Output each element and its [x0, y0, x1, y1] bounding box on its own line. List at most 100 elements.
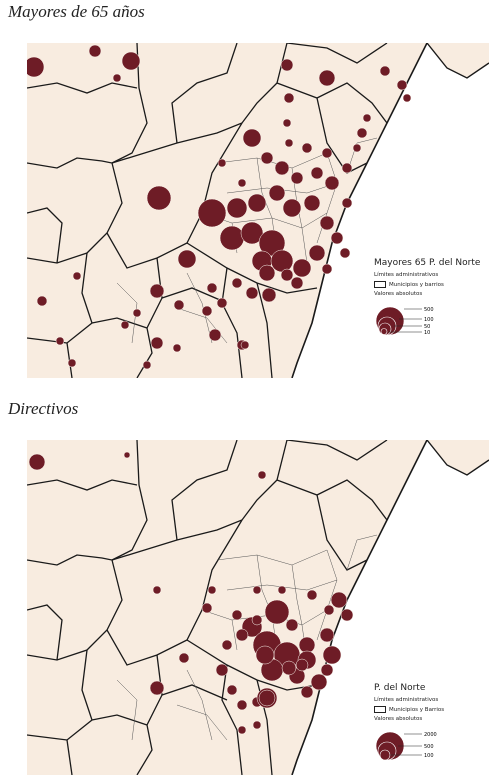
- map-bubble: [215, 663, 229, 677]
- map-svg-directivos: [27, 440, 489, 775]
- legend-title: Mayores 65 P. del Norte: [374, 258, 481, 268]
- legend-boundary-swatch: [374, 281, 386, 288]
- bubble-layer-mayores: [27, 44, 412, 370]
- map-bubble: [258, 689, 276, 707]
- map-bubble: [280, 268, 294, 282]
- map-bubble: [352, 143, 362, 153]
- map-bubble: [268, 184, 286, 202]
- map-bubble: [142, 360, 152, 370]
- map-bubble: [341, 197, 353, 209]
- map-bubble: [303, 194, 321, 212]
- map-bubble: [308, 244, 326, 262]
- coastline: [291, 43, 428, 378]
- map-bubble: [283, 92, 295, 104]
- map-bubble: [258, 264, 276, 282]
- map-bubble: [28, 453, 46, 471]
- map-bubble: [237, 725, 247, 735]
- legend-value-500: 500: [424, 744, 434, 750]
- map-bubble: [226, 684, 238, 696]
- map-bubble: [281, 660, 297, 676]
- map-bubble: [149, 283, 165, 299]
- legend-boundary-row: Municipios y barrios: [374, 281, 480, 288]
- map-bubble: [282, 118, 292, 128]
- map-bubble: [260, 151, 274, 165]
- coastline-ne: [426, 43, 489, 79]
- land-area-ne: [427, 440, 489, 475]
- map-bubble: [197, 198, 227, 228]
- land-area: [27, 440, 427, 775]
- map-bubble: [270, 249, 294, 273]
- map-bubble: [290, 171, 304, 185]
- map-bubble: [237, 178, 247, 188]
- map-bubble: [216, 297, 228, 309]
- map-bubble: [236, 699, 248, 711]
- legend-value-500: 500: [424, 307, 434, 313]
- map-bubble: [277, 585, 287, 595]
- legend-title: P. del Norte: [374, 683, 426, 693]
- map-bubble: [235, 628, 249, 642]
- map-bubble: [217, 158, 227, 168]
- map-bubble: [264, 599, 290, 625]
- map-bubble: [252, 585, 262, 595]
- barrio-boundaries: [116, 534, 378, 741]
- map-bubble: [340, 608, 354, 622]
- land-area-ne: [427, 43, 489, 78]
- legend-boundary-swatch: [374, 706, 386, 713]
- map-bubble: [219, 225, 245, 251]
- map-bubble: [396, 79, 408, 91]
- map-bubble: [320, 663, 334, 677]
- map-bubble: [290, 276, 304, 290]
- map-bubble: [201, 602, 213, 614]
- legend-value-2000: 2000: [424, 732, 437, 738]
- map-bubble: [285, 618, 299, 632]
- map-bubble: [341, 162, 353, 174]
- map-bubble: [121, 51, 141, 71]
- map-bubble: [356, 127, 368, 139]
- legend-admin-label: Límites administrativos: [374, 697, 439, 703]
- land-area: [27, 43, 427, 378]
- map-bubble: [201, 305, 213, 317]
- map-bubble: [67, 358, 77, 368]
- map-bubble: [177, 249, 197, 269]
- legend-boundary-row: Municipios y Barrios: [374, 706, 454, 713]
- map-bubble: [120, 320, 130, 330]
- map-bubble: [251, 614, 263, 626]
- map-bubble: [318, 69, 336, 87]
- map-bubble: [173, 299, 185, 311]
- map-bubble: [27, 56, 45, 78]
- map-bubble: [306, 589, 318, 601]
- section-title-mayores: Mayores de 65 años: [8, 2, 145, 21]
- map-bubble: [261, 287, 277, 303]
- legend-value-100: 100: [424, 753, 434, 759]
- map-bubble: [292, 258, 312, 278]
- map-bubble: [323, 604, 335, 616]
- legend-directivos: P. del Norte Límites administrativos Mun…: [374, 683, 454, 764]
- map-bubble: [221, 639, 233, 651]
- map-bubble: [322, 645, 342, 665]
- map-bubble: [240, 340, 250, 350]
- map-bubble: [280, 58, 294, 72]
- legend-scale: 2000 500 100: [375, 731, 437, 761]
- map-bubble: [152, 585, 162, 595]
- map-bubble: [252, 720, 262, 730]
- map-bubble: [247, 193, 267, 213]
- map-bubble: [150, 336, 164, 350]
- map-bubble: [178, 652, 190, 664]
- map-mayores-65: Mayores 65 P. del Norte Límites administ…: [27, 43, 489, 378]
- legend-values-label: Valores absolutos: [374, 716, 423, 722]
- map-bubble: [379, 65, 391, 77]
- map-bubble: [172, 343, 182, 353]
- map-bubble: [339, 247, 351, 259]
- map-bubble: [255, 645, 275, 665]
- legend-value-10: 10: [424, 330, 430, 336]
- map-bubble: [231, 277, 243, 289]
- legend-boundary-label: Municipios y Barrios: [389, 706, 445, 713]
- map-bubble: [257, 470, 267, 480]
- map-bubble: [324, 175, 340, 191]
- legend-circle-100: [379, 749, 391, 761]
- legend-mayores: Mayores 65 P. del Norte Límites administ…: [374, 258, 480, 339]
- map-bubble: [149, 680, 165, 696]
- bubble-layer-directivos: [28, 451, 354, 735]
- map-bubble: [298, 636, 316, 654]
- map-bubble: [321, 263, 333, 275]
